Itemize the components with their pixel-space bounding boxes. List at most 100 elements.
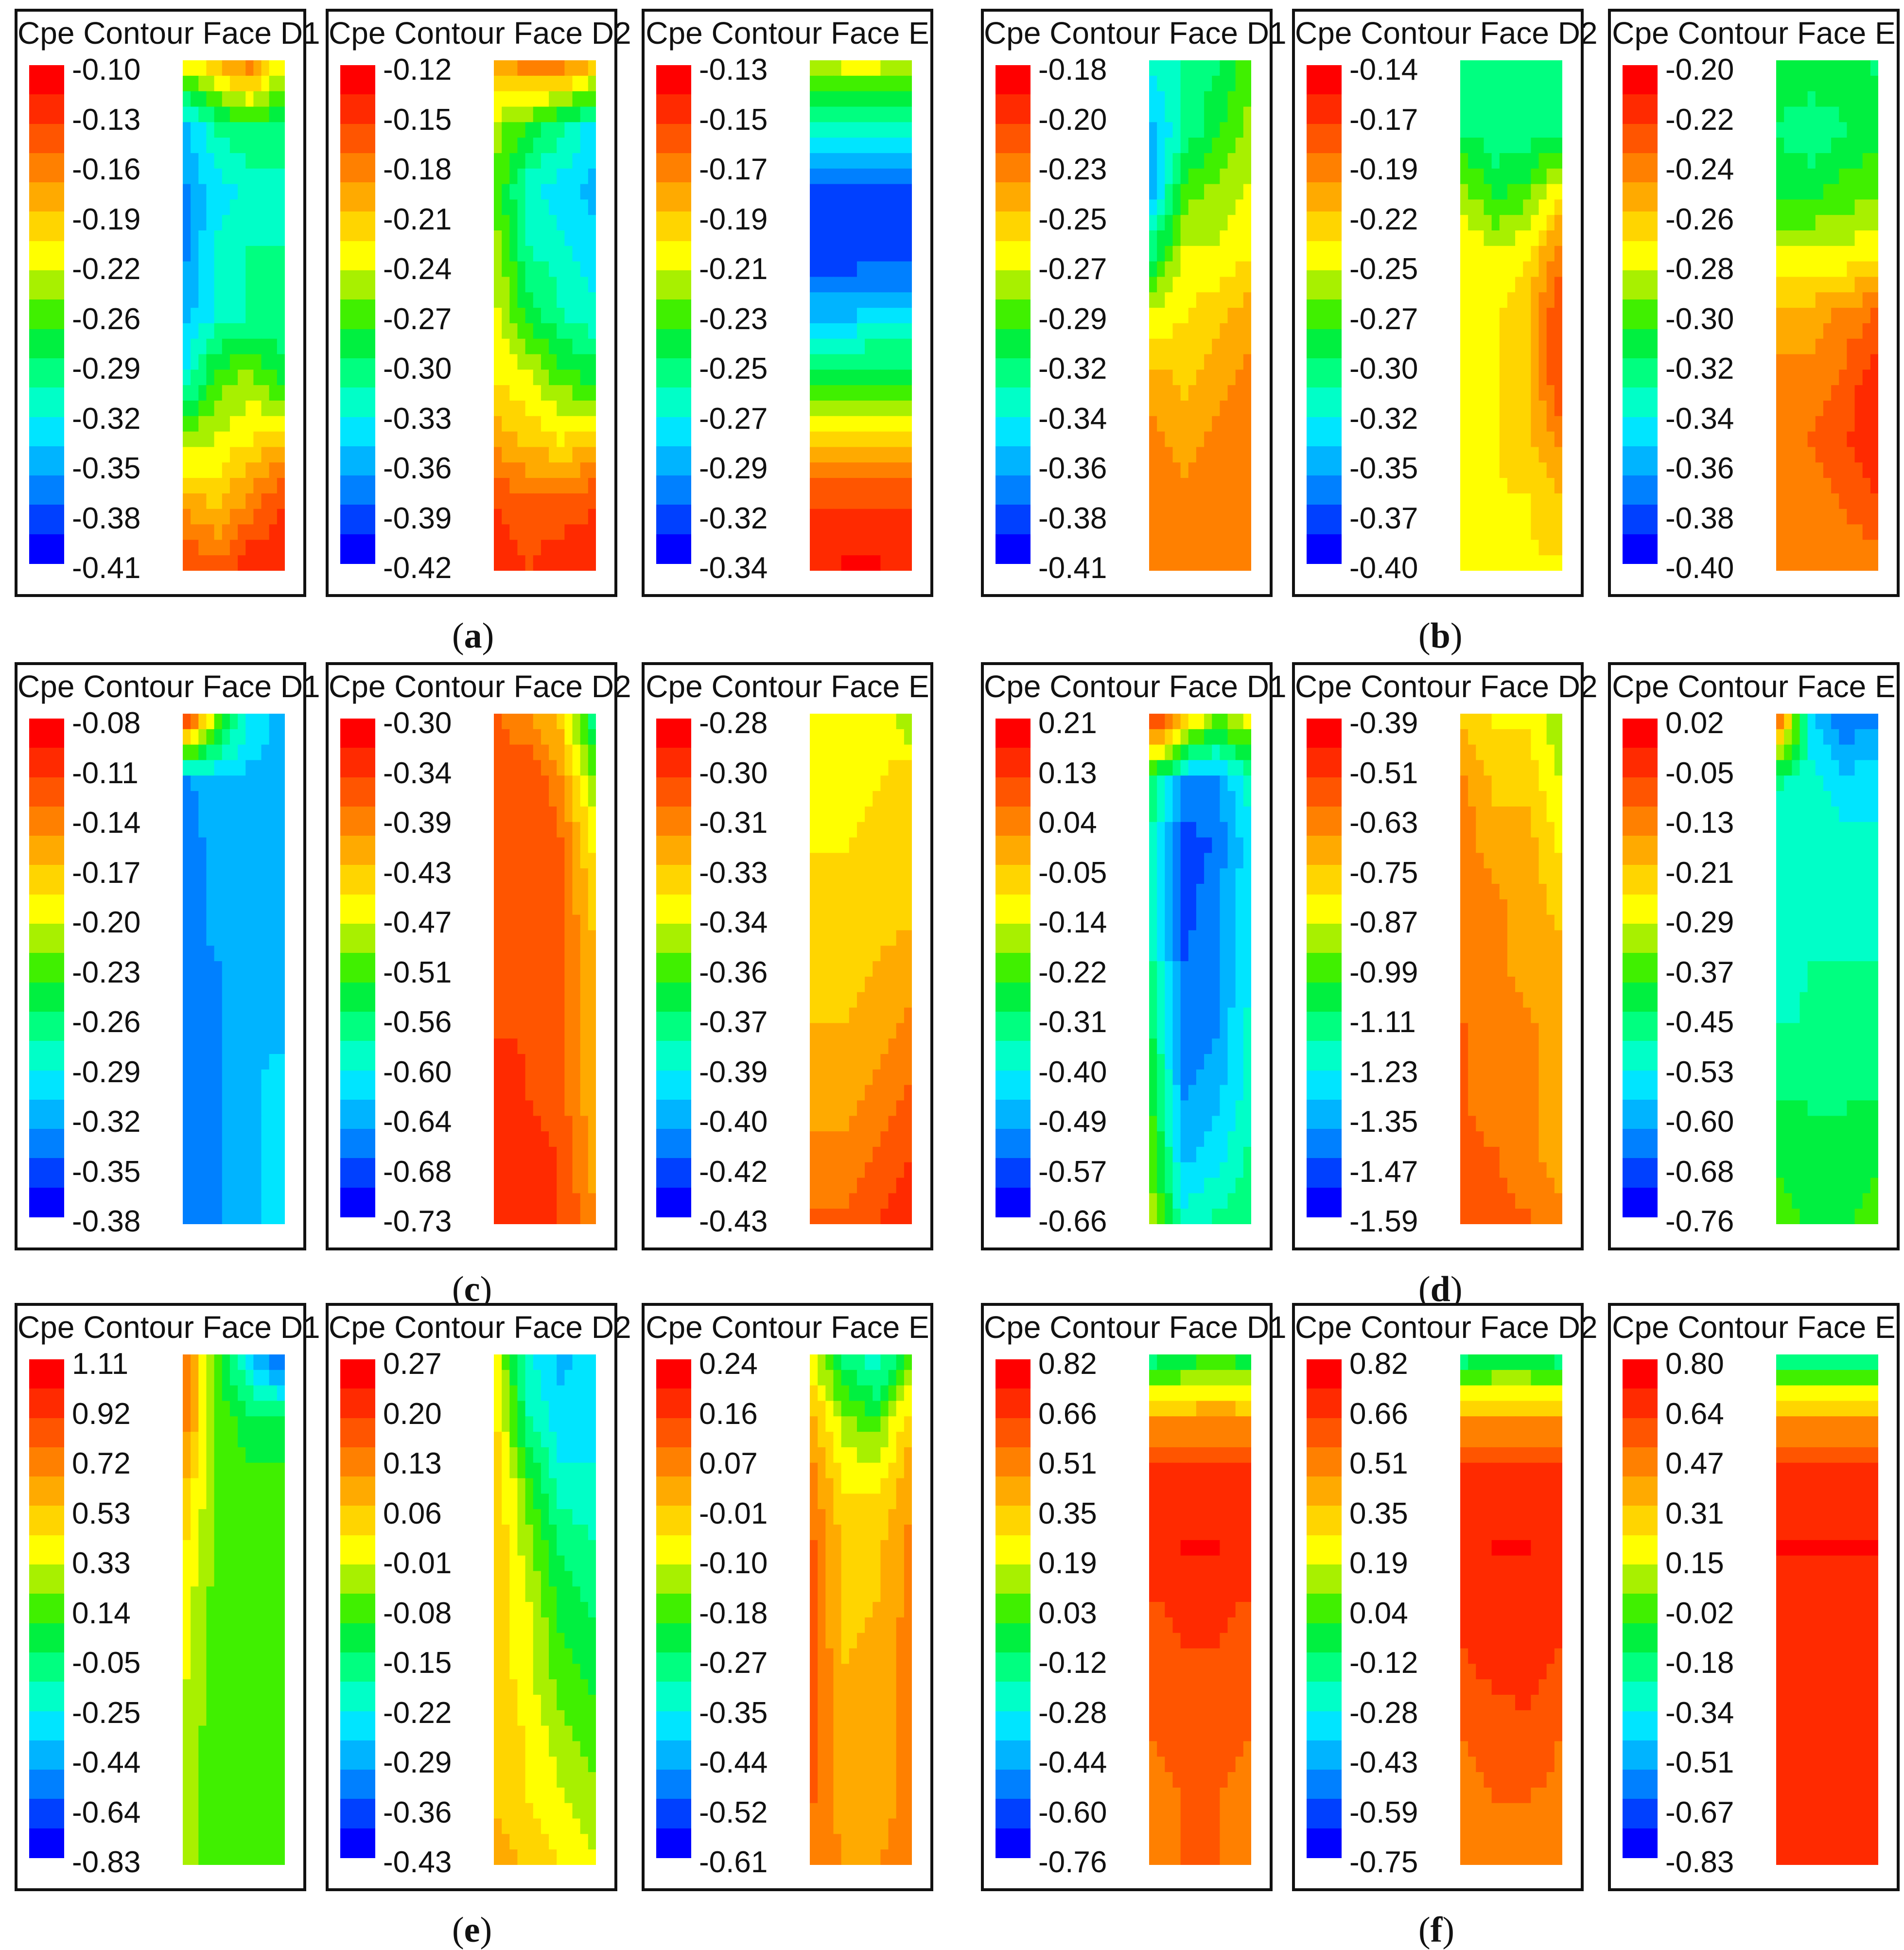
contour-cell [206, 1085, 215, 1101]
contour-cell [1491, 509, 1500, 525]
contour-cell [1831, 493, 1840, 509]
contour-cell [564, 478, 573, 494]
contour-cell [1235, 884, 1244, 900]
contour-cell [1165, 822, 1173, 838]
contour-cell [849, 60, 857, 76]
contour-cell [1554, 1038, 1562, 1054]
contour-cell [580, 91, 589, 107]
contour-cell [588, 822, 596, 838]
contour-cell [517, 261, 526, 278]
contour-cell [1212, 714, 1221, 730]
contour-cell [509, 976, 518, 993]
contour-cell [533, 416, 542, 432]
contour-cell [904, 555, 912, 571]
contour-cell [1815, 524, 1824, 541]
contour-cell [1491, 976, 1500, 993]
contour-cell [206, 215, 215, 231]
contour-cell [1523, 806, 1532, 823]
contour-panel-a-e: Cpe Contour Face E -0.13 -0.15 -0.17 -0.19 -0… [642, 9, 933, 597]
contour-cell [549, 1023, 558, 1039]
contour-cell [564, 215, 573, 231]
contour-cell [1149, 946, 1157, 962]
contour-cell [1165, 524, 1173, 541]
contour-cell [557, 976, 565, 993]
contour-cell [261, 369, 270, 386]
contour-cell [183, 168, 191, 185]
contour-cell [261, 509, 270, 525]
contour-cell [1847, 153, 1855, 169]
contour-cell [557, 822, 565, 838]
contour-cell [880, 1007, 889, 1024]
contour-cell [1204, 338, 1213, 355]
contour-cell [494, 369, 502, 386]
colorbar-segment [996, 387, 1031, 418]
contour-cell [849, 1054, 857, 1070]
contour-cell [198, 1209, 207, 1224]
contour-cell [849, 308, 857, 324]
contour-cell [873, 230, 881, 246]
contour-cell [1180, 744, 1189, 761]
contour-cell [1212, 369, 1221, 386]
contour-cell [564, 524, 573, 541]
contour-cell [1484, 122, 1492, 138]
contour-cell [549, 1209, 558, 1224]
colorbar-tick-label: -0.14 [1349, 53, 1418, 87]
contour-cell [533, 261, 542, 278]
contour-cell [841, 714, 850, 730]
contour-cell [572, 308, 581, 324]
colorbar-segment [340, 329, 375, 359]
contour-cell [1165, 246, 1173, 262]
contour-cell [825, 354, 834, 370]
contour-cell [1460, 899, 1468, 915]
contour-cell [549, 806, 558, 823]
contour-cell [1188, 775, 1197, 791]
contour-cell [1839, 138, 1848, 154]
colorbar-tick-label: -0.32 [1349, 402, 1418, 436]
contour-cell [825, 976, 834, 993]
contour-cell [253, 992, 262, 1008]
contour-cell [1807, 199, 1816, 215]
contour-cell [533, 168, 542, 185]
contour-cell [261, 60, 270, 76]
contour-cell [580, 153, 589, 169]
contour-cell [873, 369, 881, 386]
contour-cell [1165, 478, 1173, 494]
contour-cell [1149, 447, 1157, 463]
contour-cell [1823, 369, 1832, 386]
contour-cell [580, 884, 589, 900]
contour-cell [509, 868, 518, 884]
contour-cell [494, 168, 502, 185]
contour-cell [549, 1100, 558, 1117]
contour-cell [1862, 509, 1871, 525]
contour-cell [1491, 277, 1500, 293]
contour-cell [229, 1100, 238, 1117]
contour-cell [896, 884, 905, 900]
contour-cell [557, 199, 565, 215]
contour-cell [833, 138, 842, 154]
contour-cell [214, 1116, 223, 1132]
contour-cell [494, 555, 502, 571]
contour-cell [825, 729, 834, 745]
contour-cell [549, 760, 558, 776]
contour-cell [245, 338, 254, 355]
contour-cell [896, 60, 905, 76]
contour-cell [1220, 961, 1228, 977]
contour-cell [904, 1069, 912, 1086]
contour-cell [880, 1069, 889, 1086]
contour-cell [1149, 1054, 1157, 1070]
contour-cell [1531, 431, 1539, 448]
contour-cell [849, 1023, 857, 1039]
contour-cell [1499, 292, 1508, 308]
contour-cell [572, 447, 581, 463]
contour-cell [1196, 138, 1205, 154]
contour-cell [509, 261, 518, 278]
contour-cell [888, 230, 897, 246]
contour-cell [1799, 261, 1808, 278]
contour-cell [269, 1131, 278, 1147]
contour-cell [588, 431, 596, 448]
contour-cell [509, 122, 518, 138]
contour-cell [1165, 744, 1173, 761]
contour-cell [1531, 75, 1539, 92]
contour-cell [541, 791, 549, 807]
contour-cell [1491, 401, 1500, 417]
